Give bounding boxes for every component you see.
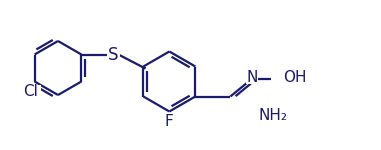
FancyBboxPatch shape [274, 71, 293, 84]
Text: Cl: Cl [23, 84, 38, 99]
FancyBboxPatch shape [163, 116, 175, 128]
FancyBboxPatch shape [107, 48, 120, 61]
Text: N: N [247, 70, 258, 85]
Text: NH₂: NH₂ [258, 108, 287, 123]
FancyBboxPatch shape [245, 110, 272, 122]
FancyBboxPatch shape [21, 85, 40, 98]
FancyBboxPatch shape [247, 71, 258, 84]
Text: OH: OH [283, 70, 307, 85]
Text: F: F [165, 114, 174, 129]
Text: S: S [108, 45, 118, 63]
